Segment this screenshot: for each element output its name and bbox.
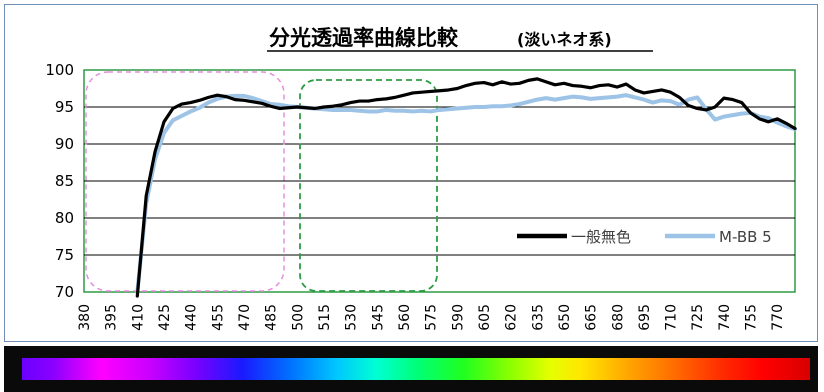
- x-tick-label: 605: [477, 304, 493, 331]
- x-tick-label: 380: [77, 304, 93, 331]
- grid-lines: [84, 106, 795, 256]
- x-tick-label: 470: [237, 304, 253, 331]
- x-tick-label: 500: [290, 304, 306, 331]
- x-tick-label: 440: [184, 304, 200, 331]
- y-tick-label: 85: [55, 172, 74, 190]
- spectrum-gradient-strip: [22, 358, 810, 380]
- y-tick-label: 95: [55, 98, 74, 116]
- visible-spectrum-band: [4, 346, 818, 392]
- legend-label-series-1: 一般無色: [571, 228, 631, 246]
- x-tick-label: 650: [557, 304, 573, 331]
- chart-title-group: 分光透過率曲線比較 (淡いネオ系): [267, 26, 653, 52]
- series-lines: [135, 77, 797, 298]
- x-tick-label: 575: [424, 304, 440, 331]
- series-line-1: [135, 77, 797, 298]
- uv-region-highlight: [85, 71, 285, 292]
- y-tick-label: 80: [55, 209, 74, 227]
- x-tick-label: 665: [584, 304, 600, 331]
- x-tick-label: 560: [397, 304, 413, 331]
- x-tick-label: 590: [450, 304, 466, 331]
- x-tick-label: 515: [317, 304, 333, 331]
- x-tick-label: 695: [637, 304, 653, 331]
- x-tick-label: 755: [744, 304, 760, 331]
- legend: 一般無色 M-BB 5: [517, 228, 772, 246]
- x-tick-label: 485: [264, 304, 280, 331]
- x-tick-label: 410: [130, 304, 146, 331]
- y-tick-label: 100: [45, 61, 74, 79]
- chart-frame: 分光透過率曲線比較 (淡いネオ系) 70 75 80 85 90 95 100 380 395…: [4, 4, 818, 342]
- chart-subtitle: (淡いネオ系): [517, 30, 612, 49]
- x-tick-label: 425: [157, 304, 173, 331]
- chart-svg: 分光透過率曲線比較 (淡いネオ系) 70 75 80 85 90 95 100 380 395…: [45, 26, 797, 331]
- blue-region-highlight: [299, 79, 438, 292]
- chart-title: 分光透過率曲線比較: [269, 26, 459, 50]
- legend-label-series-2: M-BB 5: [719, 228, 772, 246]
- series-line-2: [135, 93, 797, 294]
- x-tick-label: 740: [717, 304, 733, 331]
- x-tick-label: 455: [210, 304, 226, 331]
- y-tick-label: 90: [55, 135, 74, 153]
- y-tick-label: 70: [55, 283, 74, 301]
- x-tick-label: 530: [344, 304, 360, 331]
- x-tick-label: 620: [504, 304, 520, 331]
- x-tick-label: 680: [610, 304, 626, 331]
- y-tick-labels: 70 75 80 85 90 95 100: [45, 61, 74, 301]
- y-tick-label: 75: [55, 246, 74, 264]
- x-tick-label: 770: [770, 304, 786, 331]
- x-tick-labels: 380 395 410 425 440 455 470 485 500 515 530 545 560 5…: [77, 304, 786, 331]
- x-tick-label: 635: [530, 304, 546, 331]
- x-tick-label: 710: [664, 304, 680, 331]
- x-tick-label: 545: [370, 304, 386, 331]
- x-tick-label: 395: [104, 304, 120, 331]
- x-tick-label: 725: [690, 304, 706, 331]
